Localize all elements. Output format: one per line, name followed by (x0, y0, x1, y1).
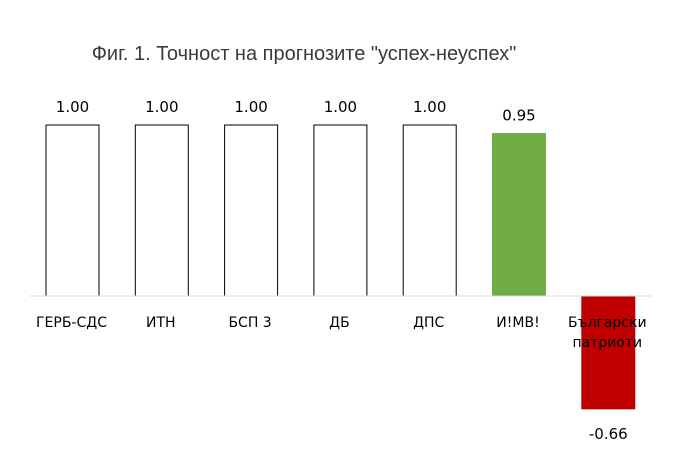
category-label: Български патриоти (568, 315, 647, 351)
chart-title: Фиг. 1. Точност на прогнозите "успех-неу… (92, 43, 517, 65)
category-label: И!МВ! (496, 315, 539, 331)
bar (224, 124, 279, 297)
data-label: 1.00 (145, 98, 178, 116)
data-label: 0.95 (502, 107, 535, 125)
category-label-line: ИТН (146, 315, 176, 331)
category-label-line: патриоти (572, 335, 642, 351)
category-label-line: Български (568, 315, 647, 331)
category-label: ГЕРБ-СДС (36, 315, 107, 331)
category-label: ДБ (329, 315, 350, 331)
bars-group (45, 124, 636, 410)
category-label: ДПС (413, 315, 444, 331)
category-label-line: ДПС (413, 315, 444, 331)
category-label-line: И!МВ! (496, 315, 539, 331)
bar (581, 295, 636, 410)
data-label: 1.00 (234, 98, 267, 116)
bar (45, 124, 100, 297)
category-label: БСП 3 (228, 315, 271, 331)
bar (402, 124, 457, 297)
category-label-line: ГЕРБ-СДС (36, 315, 107, 331)
category-label: ИТН (146, 315, 176, 331)
bar (313, 124, 368, 297)
category-label-line: БСП 3 (228, 315, 271, 331)
bar (492, 133, 546, 297)
category-label-line: ДБ (329, 315, 350, 331)
labels-group: 1.00 ГЕРБ-СДС 1.00 ИТН 1.00 БСП 3 1.00 ДБ 1.00 ДП… (36, 98, 647, 443)
data-label: -0.66 (589, 425, 628, 443)
data-label: 1.00 (56, 98, 89, 116)
bar (134, 124, 189, 297)
data-label: 1.00 (324, 98, 357, 116)
data-label: 1.00 (413, 98, 446, 116)
